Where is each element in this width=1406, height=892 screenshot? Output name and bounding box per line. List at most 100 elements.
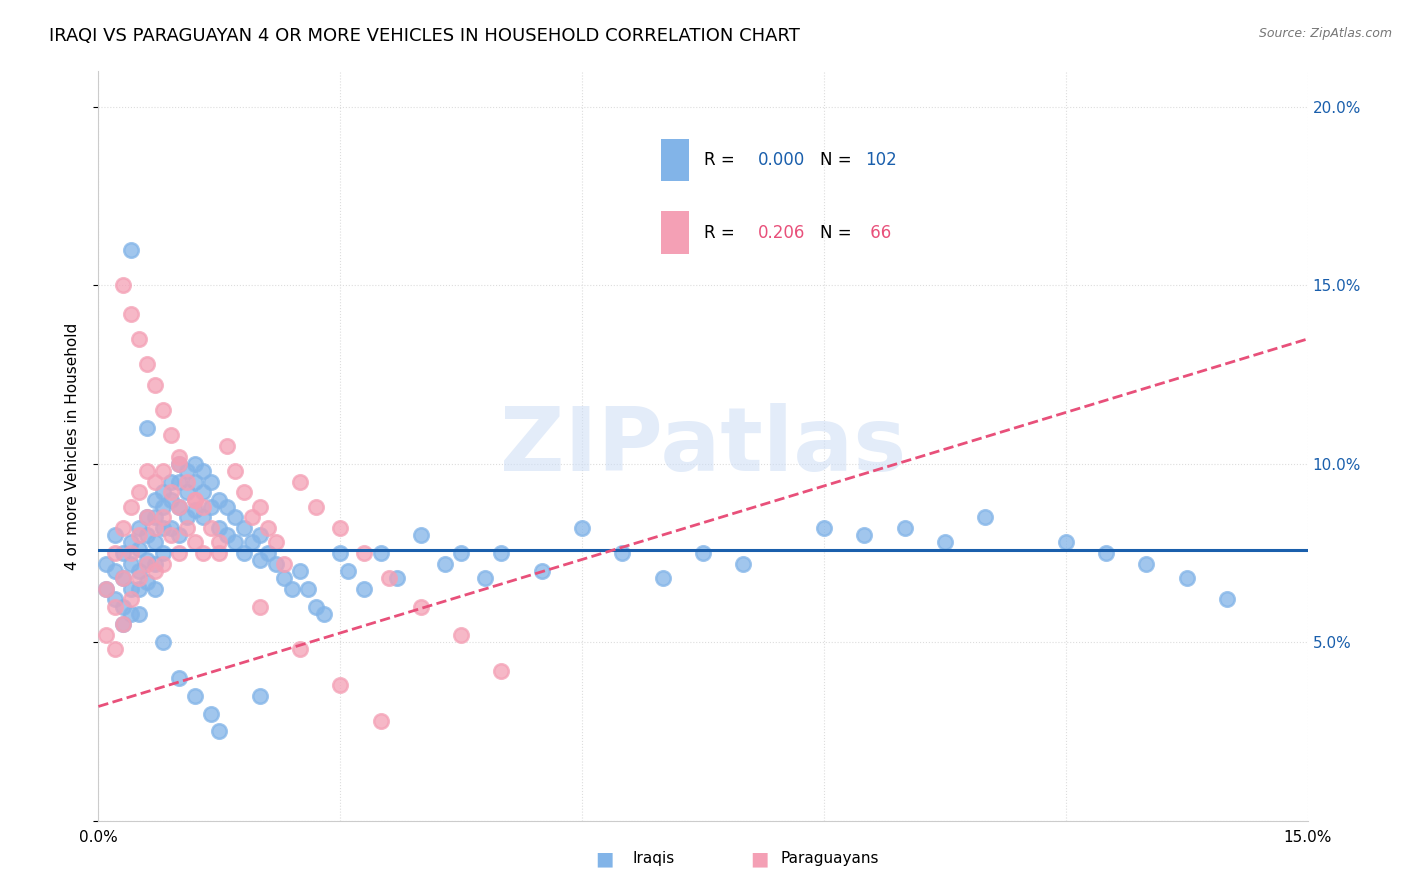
Point [224,510,246,524]
Point [934,535,956,549]
Point [167,450,190,464]
Point [135,510,157,524]
Point [167,500,190,514]
Point [96,582,118,596]
Point [128,485,150,500]
Point [224,535,246,549]
Point [143,535,166,549]
Point [409,528,432,542]
Point [264,535,287,549]
Point [111,546,134,560]
Text: 66: 66 [865,224,891,242]
Point [377,571,399,585]
Point [329,546,352,560]
Text: N =: N = [820,151,852,169]
Point [128,332,150,346]
Point [160,485,183,500]
FancyBboxPatch shape [661,139,689,181]
Point [249,599,271,614]
Point [111,278,134,293]
Point [385,571,408,585]
Point [103,599,125,614]
Point [160,521,183,535]
Point [103,642,125,657]
Point [314,607,336,621]
Point [120,582,142,596]
Point [143,492,166,507]
Point [128,571,150,585]
Point [160,475,183,489]
Point [273,571,295,585]
Point [176,521,198,535]
Point [329,678,352,692]
Point [193,546,215,560]
Point [305,500,328,514]
Point [152,500,174,514]
Point [450,546,472,560]
Text: 0.206: 0.206 [758,224,804,242]
Point [240,535,263,549]
Point [217,500,239,514]
Point [974,510,997,524]
Point [813,521,835,535]
Point [256,546,278,560]
Text: R =: R = [703,151,734,169]
Point [120,535,142,549]
Point [152,485,174,500]
Point [612,546,634,560]
Point [167,457,190,471]
Point [143,564,166,578]
Point [176,510,198,524]
Point [120,243,142,257]
Text: ■: ■ [749,849,769,869]
Point [217,528,239,542]
Point [152,546,174,560]
Point [135,557,157,571]
Point [96,582,118,596]
Point [152,464,174,478]
Text: Paraguayans: Paraguayans [780,852,879,866]
Text: Iraqis: Iraqis [633,852,675,866]
Point [135,528,157,542]
Point [103,546,125,560]
Point [103,592,125,607]
Point [1095,546,1118,560]
Text: R =: R = [703,224,734,242]
FancyBboxPatch shape [661,211,689,253]
Point [167,475,190,489]
Point [491,546,513,560]
Point [491,664,513,678]
Point [200,521,222,535]
Point [1054,535,1077,549]
Point [135,510,157,524]
Point [208,492,231,507]
Point [152,521,174,535]
Point [167,457,190,471]
Point [184,503,207,517]
Point [208,521,231,535]
Point [128,521,150,535]
Point [96,628,118,642]
Point [128,564,150,578]
Point [208,546,231,560]
Point [370,714,392,728]
Point [256,521,278,535]
Point [224,464,246,478]
Text: ■: ■ [595,849,614,869]
Point [111,521,134,535]
Text: N =: N = [820,224,852,242]
Point [1216,592,1239,607]
Point [1135,557,1157,571]
Point [249,528,271,542]
Point [273,557,295,571]
Point [167,500,190,514]
Point [217,439,239,453]
Point [249,689,271,703]
Point [232,485,254,500]
Point [167,528,190,542]
Point [160,528,183,542]
Point [193,485,215,500]
Point [184,492,207,507]
Point [232,521,254,535]
Point [249,553,271,567]
